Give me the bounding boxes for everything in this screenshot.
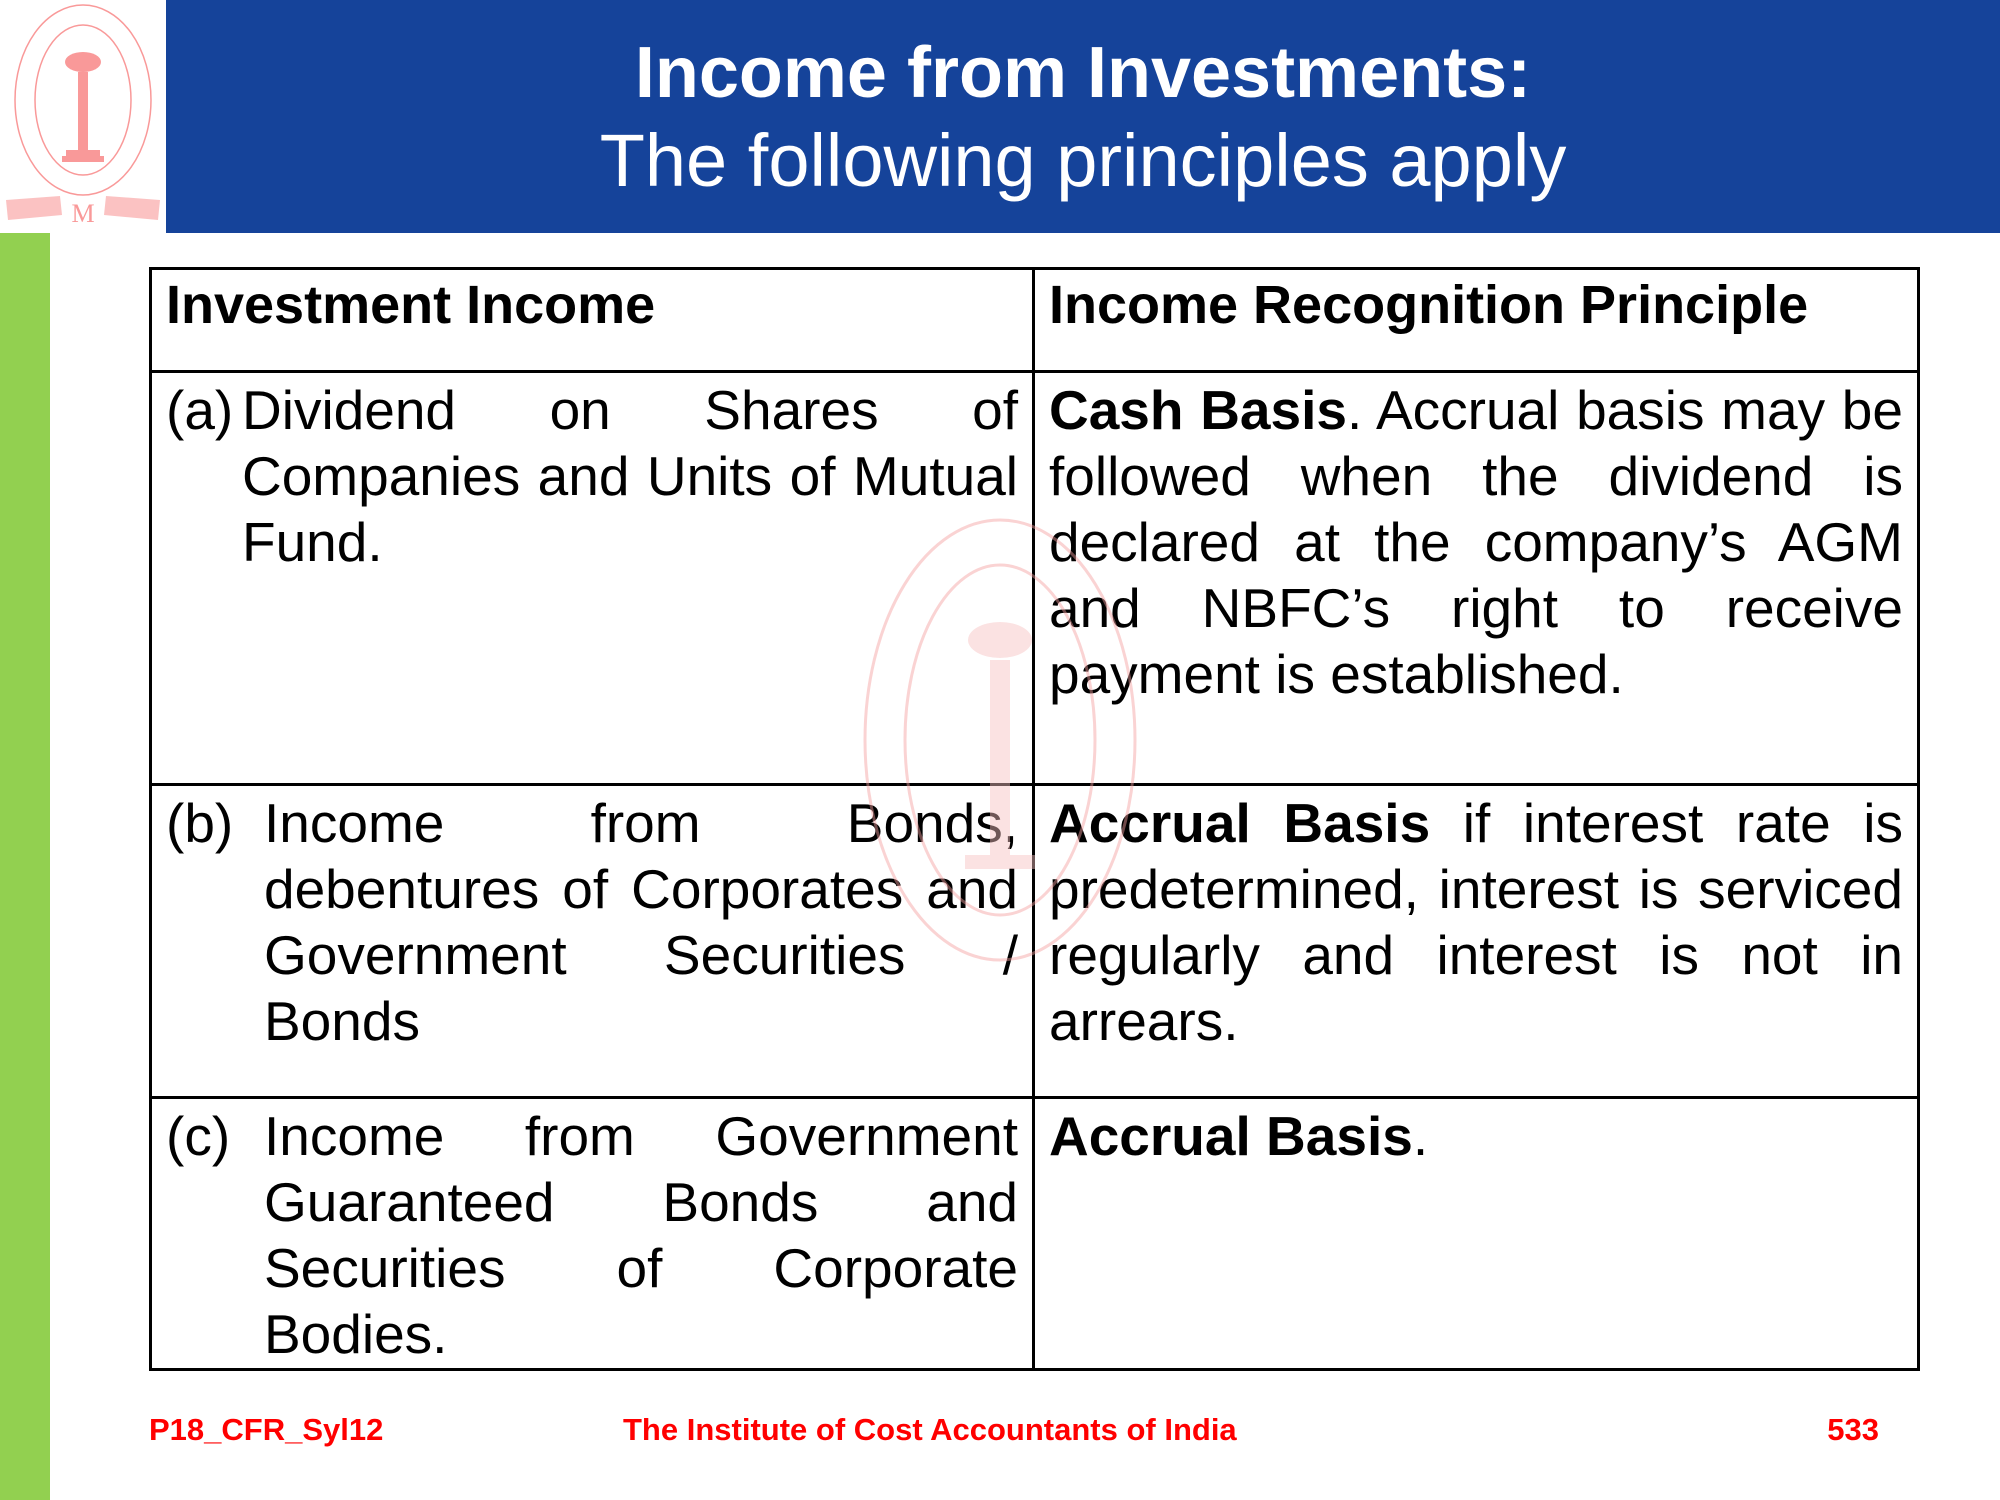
institute-logo: M [6,4,160,228]
row-label: (a) [166,379,234,441]
slide-title: Income from Investments: [634,33,1532,113]
income-type: Income from Bonds, debentures of Corpora… [264,792,1018,1052]
principle-detail: . Accrual basis may be followed when the… [1049,379,1903,705]
recognition-principle: Accrual Basis if interest rate is predet… [1032,783,1920,1099]
income-type: Dividend on Shares of Companies and Unit… [242,379,1018,573]
logo-watermark [863,518,1137,962]
principle-basis: Accrual Basis [1049,792,1431,854]
table-row: (b) Income from Bonds, debentures of Corp… [149,783,1920,1099]
principle-basis: Cash Basis [1049,379,1347,441]
accent-bar [0,233,50,1500]
income-type: Income from Government Guaranteed Bonds … [264,1105,1018,1365]
principle-basis: Accrual Basis [1049,1105,1413,1167]
investment-income-table: Investment Income Income Recognition Pri… [149,267,1920,1371]
table-row: (a) Dividend on Shares of Companies and U… [149,370,1920,786]
table-row: (c) Income from Government Guaranteed Bon… [149,1096,1920,1371]
recognition-principle: Cash Basis. Accrual basis may be followe… [1032,370,1920,786]
table-header-row: Investment Income Income Recognition Pri… [149,267,1920,373]
row-label: (c) [166,1105,231,1167]
slide-header: Income from Investments: The following p… [166,0,2000,233]
page-number: 533 [1827,1412,1879,1447]
column-header-investment-income: Investment Income [149,267,1035,373]
principle-detail: if interest rate is predetermined, inter… [1049,792,1903,1052]
svg-text:M: M [71,199,94,228]
column-header-recognition-principle: Income Recognition Principle [1032,267,1920,373]
footer-code: P18_CFR_Syl12 [149,1412,384,1447]
principle-detail: . [1412,1105,1429,1167]
row-label: (b) [166,792,234,854]
slide-subtitle: The following principles apply [599,119,1567,202]
footer-institute: The Institute of Cost Accountants of Ind… [623,1412,1237,1447]
recognition-principle: Accrual Basis. [1032,1096,1920,1371]
